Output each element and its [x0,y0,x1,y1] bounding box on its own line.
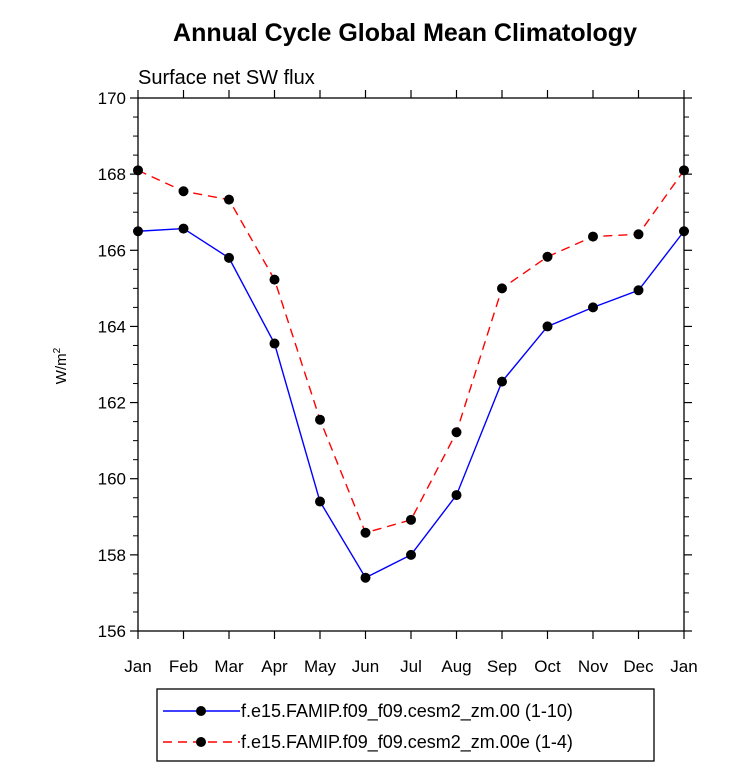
legend-label-1: f.e15.FAMIP.f09_f09.cesm2_zm.00 (1-10) [241,701,573,722]
series-1-point [542,321,553,332]
series-2-point [315,414,325,425]
x-tick-label: Jul [400,657,422,676]
x-tick-label: Sep [487,657,517,676]
series-1-point [588,302,598,313]
y-axis-label-superscript: 2 [52,347,63,353]
series-2-point [406,514,416,525]
legend-label-2: f.e15.FAMIP.f09_f09.cesm2_zm.00e (1-4) [241,732,573,753]
series-2-point [269,274,280,285]
y-tick-label: 162 [98,394,126,413]
series-1-point [269,338,280,349]
x-tick-label: Feb [169,657,198,676]
y-tick-label: 160 [98,470,126,489]
x-tick-label: May [304,657,337,676]
series-2-point [497,283,507,294]
series-1-point [360,572,371,583]
series-1-point [315,496,325,507]
x-tick-label: Dec [623,657,654,676]
axis-ticks [130,90,692,639]
series-line-1 [137,227,685,579]
series-2-point [588,231,598,242]
x-tick-label: Aug [441,657,471,676]
x-tick-label: Jan [124,657,151,676]
series-1-point [406,549,416,560]
chart-subtitle: Surface net SW flux [138,67,315,89]
legend-marker-2 [196,737,206,747]
y-axis-label-unit: W/m [53,353,70,384]
series-2-point [633,229,644,240]
y-tick-label: 166 [98,241,126,260]
series-2-point [133,165,143,176]
x-tick-label: Mar [214,657,244,676]
legend-box [156,688,655,762]
series-1-point [133,226,143,237]
legend: f.e15.FAMIP.f09_f09.cesm2_zm.00 (1-10) f.… [163,701,573,753]
x-tick-labels: Jan Feb Mar Apr May Jun Jul Aug Sep Oct Nov Dec Jan [124,657,697,676]
y-tick-label: 170 [98,89,126,108]
series-2-point [360,527,371,538]
series-1-point [633,285,644,296]
series-2-point [451,427,462,438]
x-tick-label: Nov [578,657,609,676]
series-1-point [679,226,689,237]
series-markers [133,165,689,583]
y-tick-label: 164 [98,317,126,336]
y-tick-labels: 156 158 160 162 164 166 168 170 [98,89,126,641]
x-tick-label: Jun [352,657,379,676]
y-axis-label: W/m2 [52,347,70,384]
x-tick-label: Jan [670,657,697,676]
y-tick-label: 158 [98,546,126,565]
x-tick-label: Apr [261,657,288,676]
series-2-point [178,186,189,197]
y-tick-label: 168 [98,165,126,184]
series-1-point [178,223,189,234]
series-1-point [497,376,507,387]
series-line-2 [137,169,685,534]
legend-marker-1 [196,706,206,716]
y-tick-label: 156 [98,622,126,641]
series-1-point [451,490,462,501]
x-tick-label: Oct [534,657,561,676]
chart-title: Annual Cycle Global Mean Climatology [173,19,637,47]
series-1-point [224,252,234,263]
series-2-point [542,251,553,262]
series-2-point [679,165,689,176]
series-2-point [224,194,234,205]
